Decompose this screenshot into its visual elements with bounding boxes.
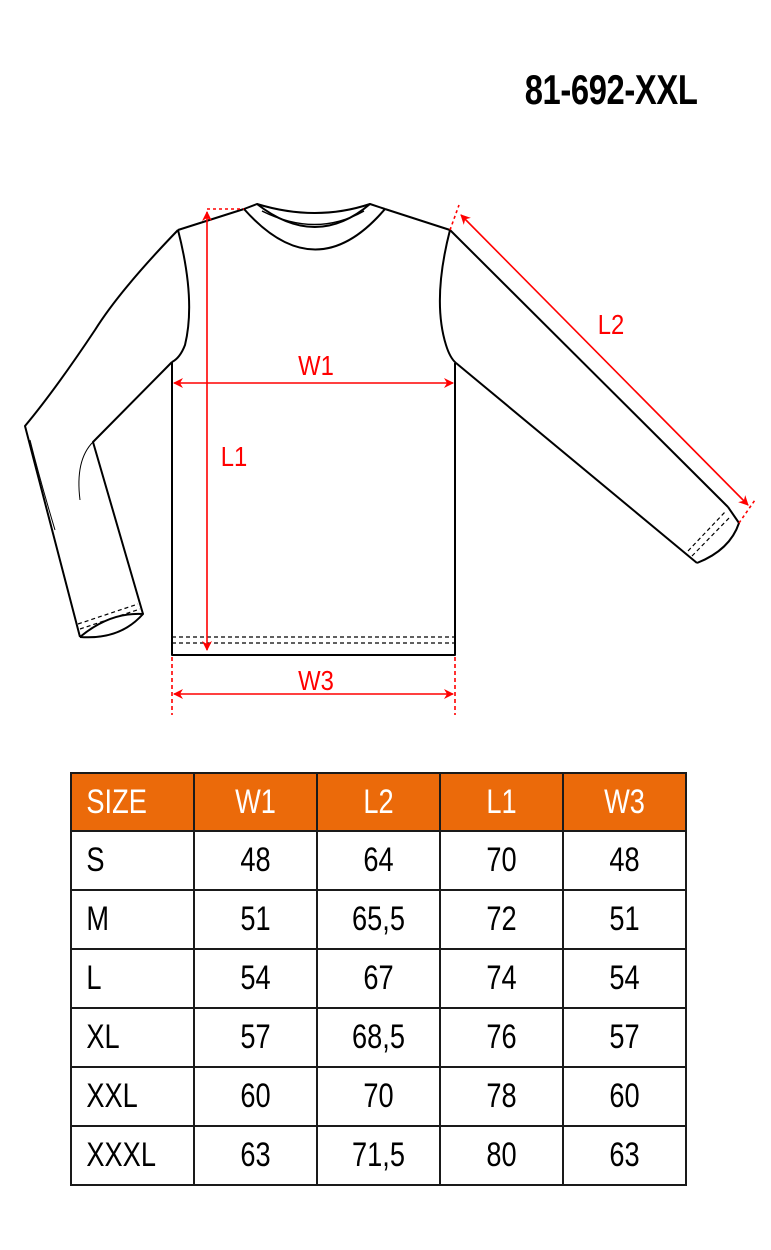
- header-text: W3: [604, 782, 645, 821]
- value-cell: 60: [193, 1066, 318, 1127]
- cell-text: 57: [609, 1018, 640, 1056]
- size-cell: XL: [70, 1007, 195, 1068]
- l2-arrow: [460, 214, 749, 506]
- value-cell: 57: [562, 1007, 687, 1068]
- cell-text: 76: [486, 1018, 517, 1056]
- table-row: S 48 64 70 48: [70, 830, 687, 891]
- value-cell: 60: [562, 1066, 687, 1127]
- cell-text: 63: [609, 1136, 640, 1174]
- value-cell: 54: [193, 948, 318, 1009]
- value-cell: 63: [193, 1125, 318, 1186]
- cell-text: 68,5: [352, 1018, 405, 1056]
- value-cell: 68,5: [316, 1007, 441, 1068]
- table-row: XXXL 63 71,5 80 63: [70, 1125, 687, 1186]
- cell-text: 74: [486, 959, 517, 997]
- cell-text: XXXL: [86, 1136, 156, 1174]
- cell-text: 70: [363, 1077, 394, 1115]
- stitching: [77, 511, 732, 644]
- header-text: L1: [486, 782, 517, 821]
- value-cell: 48: [562, 830, 687, 891]
- cell-text: 64: [363, 841, 394, 879]
- table-row: XXL 60 70 78 60: [70, 1066, 687, 1127]
- value-cell: 54: [562, 948, 687, 1009]
- cell-text: 51: [609, 900, 640, 938]
- header-w1: W1: [193, 772, 318, 832]
- cell-text: 54: [609, 959, 640, 997]
- header-l2: L2: [316, 772, 441, 832]
- size-cell: S: [70, 830, 195, 891]
- cell-text: 54: [240, 959, 271, 997]
- value-cell: 65,5: [316, 889, 441, 950]
- value-cell: 71,5: [316, 1125, 441, 1186]
- shirt-diagram: W1 L1 L2 W3: [24, 203, 756, 715]
- cell-text: S: [86, 841, 105, 879]
- cell-text: 48: [609, 841, 640, 879]
- table-row: L 54 67 74 54: [70, 948, 687, 1009]
- l2-label: L2: [598, 308, 624, 340]
- w1-label: W1: [298, 349, 334, 381]
- cell-text: 71,5: [352, 1136, 405, 1174]
- value-cell: 74: [439, 948, 564, 1009]
- value-cell: 76: [439, 1007, 564, 1068]
- size-cell: XXXL: [70, 1125, 195, 1186]
- w3-label: W3: [298, 664, 334, 696]
- l1-label: L1: [221, 440, 247, 472]
- value-cell: 67: [316, 948, 441, 1009]
- value-cell: 48: [193, 830, 318, 891]
- header-size: SIZE: [70, 772, 195, 832]
- value-cell: 70: [439, 830, 564, 891]
- value-cell: 80: [439, 1125, 564, 1186]
- cell-text: XL: [86, 1018, 120, 1056]
- value-cell: 72: [439, 889, 564, 950]
- measurement-lines: [171, 204, 756, 715]
- table-row: M 51 65,5 72 51: [70, 889, 687, 950]
- value-cell: 57: [193, 1007, 318, 1068]
- value-cell: 63: [562, 1125, 687, 1186]
- value-cell: 64: [316, 830, 441, 891]
- cell-text: M: [86, 900, 110, 938]
- size-cell: M: [70, 889, 195, 950]
- cell-text: 63: [240, 1136, 271, 1174]
- value-cell: 51: [562, 889, 687, 950]
- cell-text: 67: [363, 959, 394, 997]
- header-w3: W3: [562, 772, 687, 832]
- cell-text: 70: [486, 841, 517, 879]
- table-header-row: SIZE W1 L2 L1 W3: [70, 772, 687, 832]
- header-l1: L1: [439, 772, 564, 832]
- size-cell: L: [70, 948, 195, 1009]
- header-text: L2: [363, 782, 394, 821]
- cell-text: 80: [486, 1136, 517, 1174]
- header-text: SIZE: [86, 782, 147, 821]
- cell-text: L: [86, 959, 102, 997]
- value-cell: 78: [439, 1066, 564, 1127]
- cell-text: 72: [486, 900, 517, 938]
- cell-text: 57: [240, 1018, 271, 1056]
- cell-text: 60: [609, 1077, 640, 1115]
- cell-text: 51: [240, 900, 271, 938]
- value-cell: 70: [316, 1066, 441, 1127]
- table-row: XL 57 68,5 76 57: [70, 1007, 687, 1068]
- size-table: SIZE W1 L2 L1 W3 S 48 64 70 48 M 51 65,5 72 51 L 54…: [70, 772, 687, 1186]
- cell-text: 48: [240, 841, 271, 879]
- cell-text: 78: [486, 1077, 517, 1115]
- cell-text: XXL: [86, 1077, 138, 1115]
- cell-text: 60: [240, 1077, 271, 1115]
- shirt-outline: [24, 203, 740, 656]
- header-text: W1: [235, 782, 276, 821]
- cell-text: 65,5: [352, 900, 405, 938]
- product-code: 81-692-XXL: [524, 66, 697, 113]
- value-cell: 51: [193, 889, 318, 950]
- size-cell: XXL: [70, 1066, 195, 1127]
